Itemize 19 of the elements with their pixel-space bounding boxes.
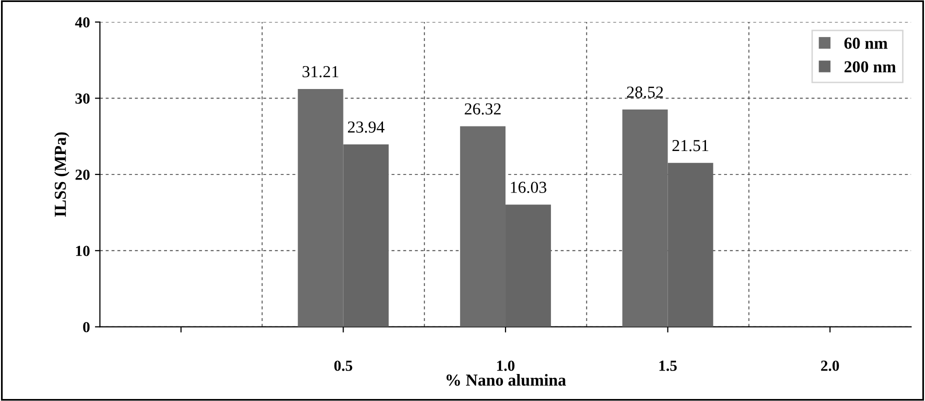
data-label: 16.03 bbox=[510, 182, 546, 194]
data-label: 21.51 bbox=[672, 140, 708, 152]
x-tick-label: 0.5 bbox=[334, 360, 352, 371]
x-tick-label: 1.5 bbox=[659, 360, 677, 371]
y-axis-title: ILSS (MPa) bbox=[54, 132, 70, 217]
y-tick-label: 0 bbox=[83, 322, 90, 332]
data-label: 26.32 bbox=[464, 103, 501, 115]
data-label: 23.94 bbox=[348, 121, 384, 133]
x-tick-label: 1.0 bbox=[497, 360, 514, 371]
legend-label: 200 nm bbox=[844, 61, 896, 72]
x-axis-title: % Nano alumina bbox=[446, 374, 566, 386]
y-tick-label: 40 bbox=[75, 17, 90, 28]
y-tick-label: 30 bbox=[75, 93, 90, 104]
x-tick-label: 2.0 bbox=[821, 360, 839, 371]
y-tick-label: 20 bbox=[76, 170, 90, 180]
data-label: 28.52 bbox=[627, 86, 663, 98]
data-label: 31.21 bbox=[302, 66, 338, 78]
legend-label: 60 nm bbox=[844, 38, 888, 49]
y-tick-label: 10 bbox=[76, 246, 90, 256]
